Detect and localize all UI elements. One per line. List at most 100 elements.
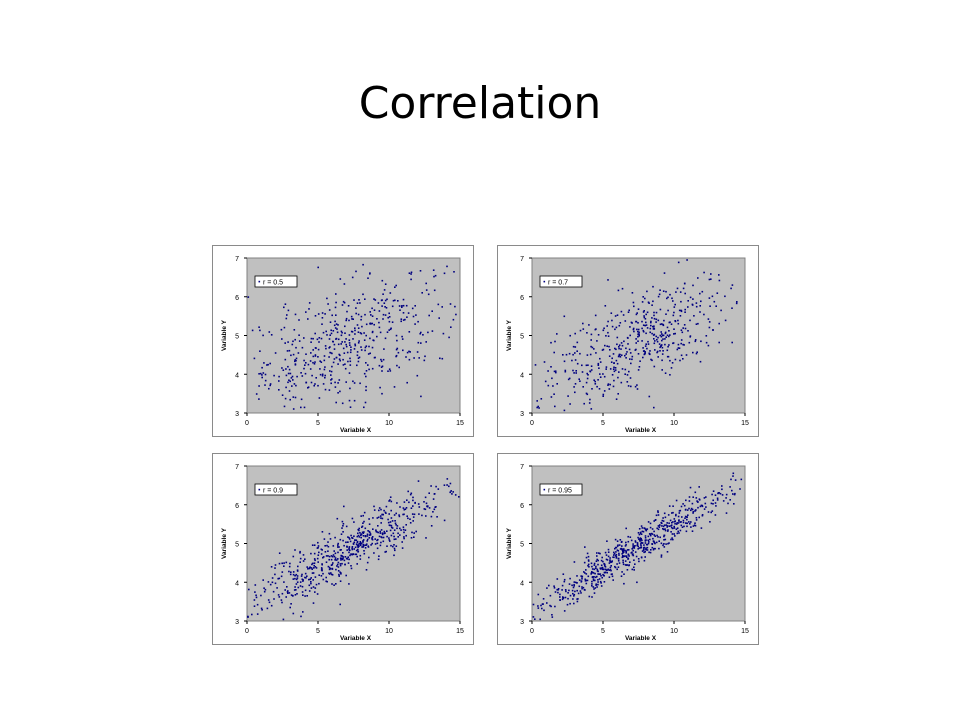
data-point — [605, 558, 608, 561]
data-point — [399, 506, 401, 508]
data-point — [644, 537, 647, 539]
data-point — [568, 583, 571, 585]
data-point — [674, 320, 677, 323]
data-point — [421, 292, 423, 294]
data-point — [612, 385, 615, 388]
data-point — [662, 290, 665, 292]
data-point — [671, 512, 673, 514]
y-tick-label: 3 — [520, 619, 524, 626]
data-point — [357, 327, 360, 329]
data-point — [655, 318, 658, 321]
data-point — [432, 269, 435, 271]
data-point — [371, 331, 374, 334]
data-point — [540, 604, 542, 607]
data-point — [675, 514, 677, 517]
data-point — [695, 323, 698, 325]
data-point — [427, 331, 429, 334]
data-point — [645, 549, 648, 551]
data-point — [607, 383, 610, 385]
data-points — [247, 263, 457, 410]
data-point — [393, 538, 396, 541]
data-point — [645, 313, 647, 316]
data-point — [566, 603, 569, 606]
data-point — [640, 547, 642, 549]
data-point — [387, 518, 389, 521]
data-point — [596, 570, 599, 572]
data-point — [295, 384, 297, 387]
data-point — [357, 357, 360, 359]
data-point — [572, 598, 574, 600]
data-point — [665, 290, 667, 293]
data-point — [418, 506, 421, 508]
data-point — [645, 332, 647, 335]
data-point — [650, 549, 652, 551]
data-point — [305, 577, 307, 579]
data-point — [331, 563, 334, 566]
data-point — [643, 315, 645, 317]
data-point — [563, 315, 566, 318]
data-point — [342, 347, 345, 350]
data-point — [435, 506, 437, 508]
data-point — [382, 313, 385, 316]
data-point — [289, 380, 291, 383]
data-point — [725, 493, 728, 496]
data-point — [662, 334, 665, 337]
data-point — [327, 565, 330, 568]
data-point — [541, 607, 543, 610]
data-point — [380, 358, 382, 361]
data-point — [294, 338, 296, 341]
data-point — [277, 594, 280, 596]
data-point — [596, 558, 598, 561]
data-point — [326, 580, 328, 583]
data-point — [380, 529, 383, 531]
data-point — [588, 595, 591, 598]
data-point — [346, 310, 348, 313]
data-point — [680, 354, 683, 357]
data-point — [559, 593, 561, 596]
data-point — [612, 368, 615, 370]
data-point — [537, 607, 540, 609]
data-point — [656, 340, 659, 343]
data-point — [383, 509, 385, 512]
data-point — [676, 522, 678, 524]
data-point — [366, 561, 369, 564]
data-point — [638, 547, 640, 549]
data-point — [413, 532, 415, 534]
data-point — [587, 563, 590, 566]
data-point — [365, 334, 367, 337]
data-point — [673, 311, 675, 314]
data-point — [308, 584, 311, 587]
data-point — [314, 383, 316, 385]
data-point — [428, 314, 430, 317]
data-point — [347, 562, 350, 564]
data-point — [363, 339, 366, 341]
data-point — [278, 596, 281, 598]
data-point — [568, 377, 571, 380]
data-point — [623, 548, 625, 550]
legend-label: r = 0.7 — [548, 280, 568, 287]
data-point — [674, 535, 676, 537]
data-point — [288, 379, 290, 381]
data-point — [618, 345, 620, 348]
data-point — [261, 374, 263, 376]
data-point — [642, 311, 645, 313]
data-point — [392, 545, 394, 548]
data-point — [290, 571, 292, 573]
data-point — [682, 287, 685, 290]
data-point — [358, 545, 360, 548]
data-point — [644, 297, 646, 300]
data-point — [280, 328, 283, 331]
data-point — [317, 313, 320, 315]
data-point — [637, 369, 640, 371]
data-point — [261, 376, 263, 379]
data-point — [443, 519, 446, 522]
data-point — [695, 517, 698, 519]
data-point — [567, 395, 569, 397]
data-point — [598, 388, 601, 390]
data-point — [341, 555, 344, 557]
data-point — [449, 482, 452, 485]
data-point — [669, 321, 671, 323]
data-point — [622, 555, 625, 558]
data-point — [346, 546, 348, 548]
data-point — [569, 602, 571, 605]
